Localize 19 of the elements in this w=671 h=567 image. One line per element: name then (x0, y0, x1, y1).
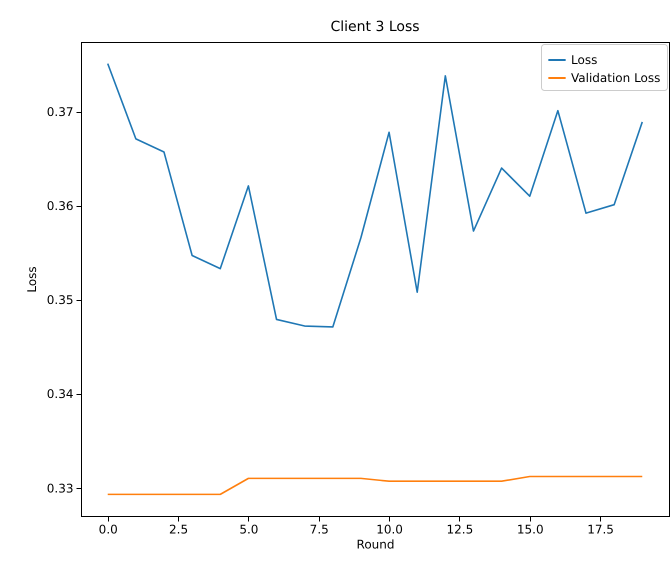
x-tick-label: 0.0 (98, 522, 118, 536)
line-series (106, 476, 644, 496)
x-tick-label: 10.0 (376, 522, 403, 536)
y-tick-label: 0.36 (46, 199, 74, 214)
y-tick-label: 0.37 (46, 105, 74, 120)
x-tick-label: 5.0 (239, 522, 258, 536)
y-axis-title: Loss (24, 266, 39, 293)
legend-label: Validation Loss (571, 71, 660, 85)
legend-label: Loss (571, 53, 598, 67)
y-tick-label: 0.33 (46, 481, 74, 496)
x-axis-title: Round (356, 538, 394, 552)
chart-title: Client 3 Loss (330, 19, 420, 35)
y-tick-label: 0.34 (46, 387, 74, 402)
x-tick-label: 12.5 (446, 522, 474, 536)
x-tick-label: 17.5 (587, 522, 614, 536)
x-tick-label: 2.5 (169, 522, 188, 536)
x-tick-label: 15.0 (516, 522, 544, 536)
y-tick-label: 0.35 (46, 293, 74, 308)
x-tick-label: 7.5 (310, 522, 329, 536)
